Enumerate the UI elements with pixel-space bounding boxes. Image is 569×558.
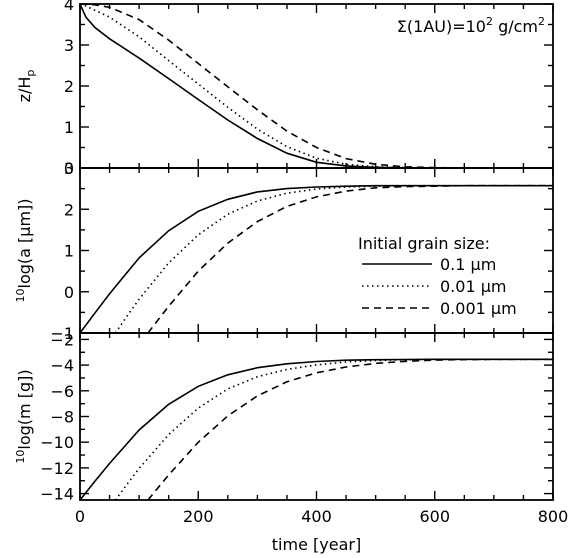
- y-tick-label: 3: [64, 36, 74, 55]
- x-tick-label: 0: [75, 507, 85, 526]
- y-tick-label: −6: [50, 382, 74, 401]
- series-line-1: [80, 358, 553, 500]
- y-tick-label: −12: [40, 459, 74, 478]
- x-axis-title: time [year]: [272, 535, 361, 554]
- y-tick-label: −4: [50, 356, 74, 375]
- series-line-2: [114, 184, 553, 333]
- y-tick-label: −10: [40, 433, 74, 452]
- surface-density-annotation: Σ(1AU)=102 g/cm2: [397, 15, 545, 36]
- panel-middle: −1 0 1 2 3 10log(a [μm]) Initial grain size: 0.…: [14, 159, 554, 343]
- legend: Initial grain size: 0.1 μm 0.01 μm 0.001 μm: [358, 234, 517, 318]
- y-tick-label: 2: [64, 200, 74, 219]
- panel-bottom: −14 −12 −10 −8 −6 −4 −2 0 200 400 600 800 10log(m [g…: [14, 330, 568, 554]
- series-line-3: [80, 4, 553, 168]
- series-line-1: [80, 4, 553, 168]
- legend-label: 0.1 μm: [440, 255, 496, 274]
- legend-title: Initial grain size:: [358, 234, 490, 253]
- y-axis-title: 10log(m [g]): [14, 369, 34, 463]
- y-tick-label: −2: [50, 330, 74, 349]
- y-tick-label: 0: [64, 283, 74, 302]
- x-tick-label: 400: [301, 507, 332, 526]
- series-line-2: [80, 4, 553, 168]
- y-tick-label: 4: [64, 0, 74, 14]
- y-tick-label: 1: [64, 118, 74, 137]
- y-axis-title: 10log(a [μm]): [14, 198, 34, 302]
- panel-top: 0 1 2 3 4 z/Hp Σ(1AU)=102 g/cm2: [15, 0, 554, 178]
- y-tick-label: 1: [64, 242, 74, 261]
- y-tick-label: 3: [64, 159, 74, 178]
- legend-label: 0.01 μm: [440, 277, 506, 296]
- series-line-3: [147, 184, 553, 333]
- y-tick-label: 0: [64, 159, 74, 178]
- y-tick-label: 2: [64, 77, 74, 96]
- series-line-2: [114, 358, 553, 500]
- y-tick-label: −14: [40, 485, 74, 504]
- x-tick-label: 600: [419, 507, 450, 526]
- y-tick-label: −8: [50, 408, 74, 427]
- y-tick-label: −1: [50, 324, 74, 343]
- plot-frame: [79, 332, 554, 501]
- x-tick-label: 800: [538, 507, 569, 526]
- series-line-3: [147, 358, 553, 500]
- x-tick-label: 200: [183, 507, 214, 526]
- legend-label: 0.001 μm: [440, 299, 517, 318]
- y-axis-title: z/Hp: [15, 70, 37, 103]
